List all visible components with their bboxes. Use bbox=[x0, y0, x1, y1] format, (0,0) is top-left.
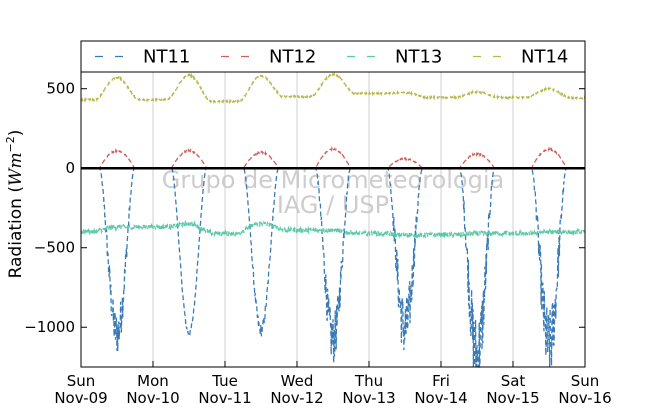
x-tick-label-day: Sun bbox=[67, 372, 96, 390]
x-tick-label-day: Wed bbox=[281, 372, 314, 390]
y-tick-label: 500 bbox=[46, 80, 75, 98]
watermark-line-1: Grupo de Micrometeorologia bbox=[162, 166, 504, 194]
series-line-nt14 bbox=[80, 72, 586, 105]
x-tick-label-day: Sun bbox=[571, 372, 600, 390]
x-tick-label-date: Nov-14 bbox=[414, 389, 467, 407]
x-tick-label-date: Nov-10 bbox=[126, 389, 179, 407]
x-tick-label-day: Thu bbox=[354, 372, 383, 390]
x-tick-label-day: Mon bbox=[137, 372, 169, 390]
x-tick-label-date: Nov-12 bbox=[270, 389, 323, 407]
y-tick-label: −1000 bbox=[24, 318, 75, 336]
legend-label-nt11: NT11 bbox=[143, 47, 190, 68]
x-tick-label-date: Nov-11 bbox=[198, 389, 251, 407]
x-tick-label-date: Nov-16 bbox=[558, 389, 611, 407]
series-line-nt13 bbox=[80, 219, 586, 240]
series-layer bbox=[80, 72, 586, 368]
y-axis-ticks: 500 0 −500 −1000 bbox=[24, 80, 585, 336]
x-tick-label-day: Fri bbox=[432, 372, 450, 390]
x-tick-label-date: Nov-09 bbox=[54, 389, 107, 407]
watermark: Grupo de Micrometeorologia IAG / USP bbox=[162, 166, 504, 219]
y-axis-label: Radiation (Wm−2) bbox=[4, 130, 26, 279]
y-tick-label: −500 bbox=[34, 239, 75, 257]
watermark-line-2: IAG / USP bbox=[277, 191, 389, 219]
legend: NT11 NT12 NT13 NT14 bbox=[80, 40, 586, 73]
x-tick-label-day: Tue bbox=[211, 372, 238, 390]
legend-label-nt14: NT14 bbox=[521, 47, 568, 68]
x-tick-label-date: Nov-15 bbox=[486, 389, 539, 407]
x-axis-ticks: SunNov-09MonNov-10TueNov-11WedNov-12ThuN… bbox=[54, 361, 612, 407]
x-tick-label-date: Nov-13 bbox=[342, 389, 395, 407]
x-tick-label-day: Sat bbox=[501, 372, 526, 390]
legend-label-nt12: NT12 bbox=[269, 47, 316, 68]
vertical-grid bbox=[152, 72, 514, 367]
y-tick-label: 0 bbox=[65, 159, 75, 177]
legend-label-nt13: NT13 bbox=[395, 47, 442, 68]
